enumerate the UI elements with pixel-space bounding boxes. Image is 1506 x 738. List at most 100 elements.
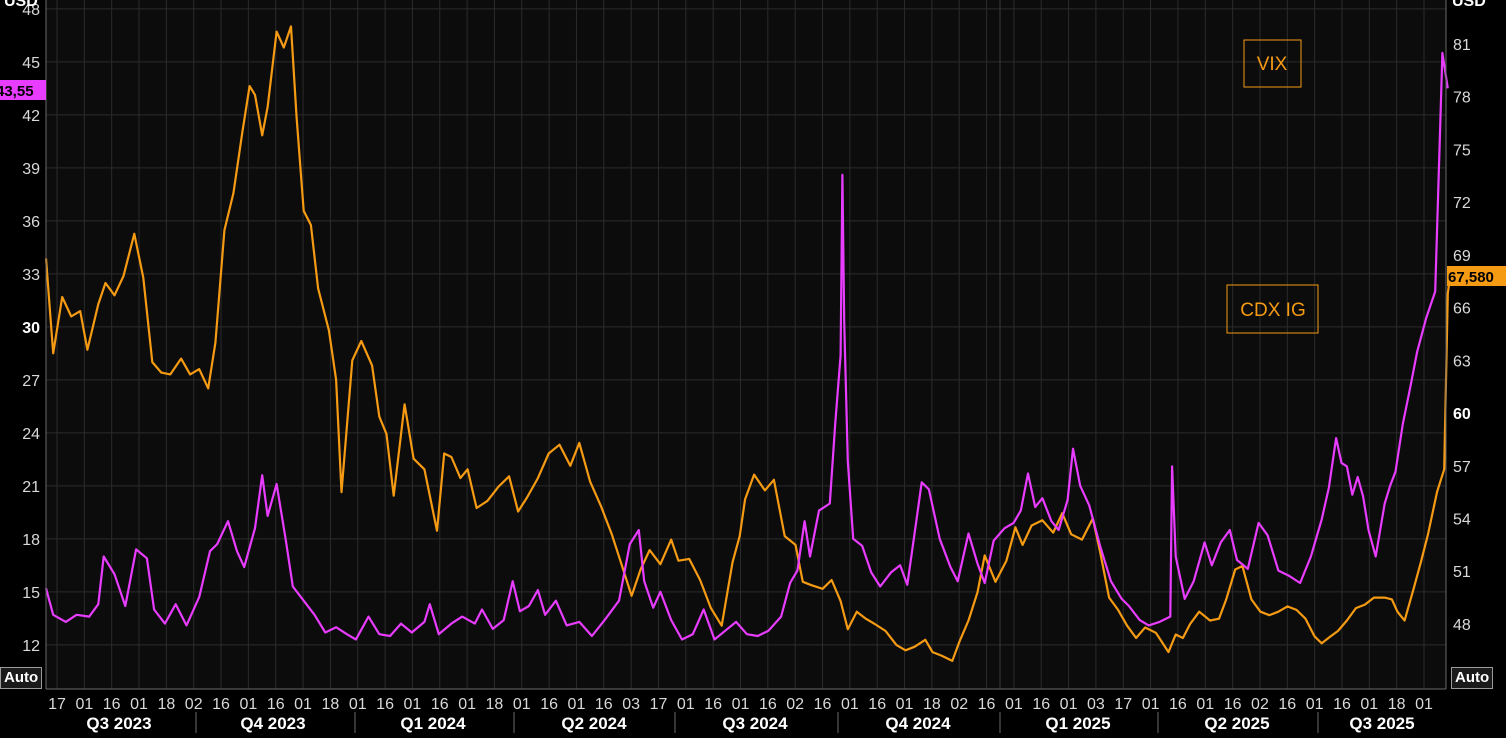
x-day-label: 03 xyxy=(1087,696,1105,713)
x-day-label: 16 xyxy=(267,696,285,713)
x-quarter-label: Q1 2025 xyxy=(1045,714,1110,733)
x-day-label: 01 xyxy=(841,696,859,713)
x-day-label: 17 xyxy=(48,696,66,713)
x-day-label: 01 xyxy=(75,696,93,713)
right-tick-label: 60 xyxy=(1453,406,1471,423)
legend-vix: VIX xyxy=(1243,39,1302,88)
right-tick-label: 69 xyxy=(1453,248,1471,265)
left-tick-label: 30 xyxy=(22,320,40,337)
left-tick-label: 42 xyxy=(22,108,40,125)
right-tick-label: 63 xyxy=(1453,353,1471,370)
x-day-label: 01 xyxy=(1142,696,1160,713)
legend-cdx-label: CDX IG xyxy=(1240,300,1305,321)
right-tick-label: 72 xyxy=(1453,195,1471,212)
left-tick-label: 48 xyxy=(22,2,40,19)
cdx-last-value: 67,580 xyxy=(1448,269,1494,286)
x-quarter-label: Q4 2024 xyxy=(885,714,951,733)
x-quarter-label: Q3 2025 xyxy=(1349,714,1414,733)
x-day-label: 02 xyxy=(185,696,203,713)
x-day-label: 01 xyxy=(732,696,750,713)
right-tick-label: 54 xyxy=(1453,512,1471,529)
x-day-label: 16 xyxy=(540,696,558,713)
x-day-label: 16 xyxy=(212,696,230,713)
x-day-label: 01 xyxy=(1005,696,1023,713)
x-day-label: 01 xyxy=(1306,696,1324,713)
x-quarter-label: Q1 2024 xyxy=(400,714,466,733)
x-day-label: 18 xyxy=(157,696,175,713)
auto-scale-left-button[interactable]: Auto xyxy=(0,667,43,689)
left-tick-label: 33 xyxy=(22,267,40,284)
right-tick-label: 78 xyxy=(1453,90,1471,107)
x-day-label: 16 xyxy=(595,696,613,713)
x-quarter-label: Q3 2024 xyxy=(722,714,788,733)
x-day-label: 01 xyxy=(294,696,312,713)
x-day-label: 18 xyxy=(1388,696,1406,713)
x-day-label: 01 xyxy=(130,696,148,713)
left-tick-label: 12 xyxy=(22,638,40,655)
x-day-label: 18 xyxy=(322,696,340,713)
left-tick-label: 15 xyxy=(22,585,40,602)
x-day-label: 16 xyxy=(704,696,722,713)
x-day-label: 01 xyxy=(1196,696,1214,713)
x-day-label: 16 xyxy=(1278,696,1296,713)
left-axis: 12 15 18 21 24 27 30 33 36 39 42 45 48 xyxy=(22,0,47,689)
x-axis: 17 01 16 01 18 02 16 01 16 01 18 01 16 01 16 01 18 01 16 01… xyxy=(46,688,1446,733)
x-day-label: 16 xyxy=(431,696,449,713)
x-day-label: 17 xyxy=(650,696,668,713)
series-layer xyxy=(44,25,1451,662)
x-day-label: 16 xyxy=(759,696,777,713)
x-day-label: 16 xyxy=(1032,696,1050,713)
x-day-label: 16 xyxy=(868,696,886,713)
x-day-label: 01 xyxy=(677,696,695,713)
right-tick-label: 51 xyxy=(1453,564,1471,581)
right-tick-label: 81 xyxy=(1453,37,1471,54)
x-day-label: 01 xyxy=(239,696,257,713)
x-day-label: 18 xyxy=(486,696,504,713)
x-day-label: 02 xyxy=(950,696,968,713)
x-day-label: 01 xyxy=(896,696,914,713)
x-day-label: 02 xyxy=(1251,696,1269,713)
x-day-label: 01 xyxy=(349,696,367,713)
x-day-label: 01 xyxy=(513,696,531,713)
left-tick-label: 39 xyxy=(22,161,40,178)
vix-line xyxy=(44,51,1449,641)
right-tick-label: 57 xyxy=(1453,459,1471,476)
vix-last-value: 43,55 xyxy=(0,83,34,100)
x-day-label: 01 xyxy=(1060,696,1078,713)
x-quarter-label: Q4 2023 xyxy=(240,714,305,733)
x-day-label: 16 xyxy=(103,696,121,713)
x-day-label: 16 xyxy=(1333,696,1351,713)
left-tick-label: 27 xyxy=(22,373,40,390)
x-day-label: 01 xyxy=(568,696,586,713)
x-quarter-label: Q3 2023 xyxy=(86,714,151,733)
x-day-label: 17 xyxy=(1114,696,1132,713)
x-day-label: 16 xyxy=(1169,696,1187,713)
legend-vix-label: VIX xyxy=(1257,54,1288,75)
vix-last-value-tag: 43,55 xyxy=(0,80,46,100)
legend-cdx: CDX IG xyxy=(1226,284,1319,334)
left-tick-label: 24 xyxy=(22,426,40,443)
x-day-label: 16 xyxy=(376,696,394,713)
auto-scale-right-button[interactable]: Auto xyxy=(1451,667,1494,689)
cdx-last-value-tag: 67,580 xyxy=(1447,266,1506,286)
right-tick-label: 66 xyxy=(1453,301,1471,318)
right-tick-label: 48 xyxy=(1453,617,1471,634)
left-tick-label: 21 xyxy=(22,479,40,496)
left-tick-label: 45 xyxy=(22,55,40,72)
x-quarter-label: Q2 2025 xyxy=(1204,714,1269,733)
x-day-label: 01 xyxy=(1415,696,1433,713)
x-day-label: 18 xyxy=(923,696,941,713)
cdx-ig-line xyxy=(44,25,1451,662)
left-tick-label: 36 xyxy=(22,214,40,231)
gridlines xyxy=(46,0,1446,689)
x-day-label: 01 xyxy=(404,696,422,713)
x-day-label: 02 xyxy=(786,696,804,713)
x-day-label: 03 xyxy=(622,696,640,713)
right-unit-label: USD xyxy=(1452,0,1486,10)
right-axis: 48 51 54 57 60 63 66 69 72 75 78 81 xyxy=(1445,0,1471,689)
left-unit-label: USD xyxy=(4,0,38,10)
x-day-label: 16 xyxy=(1224,696,1242,713)
x-day-label: 01 xyxy=(1360,696,1378,713)
